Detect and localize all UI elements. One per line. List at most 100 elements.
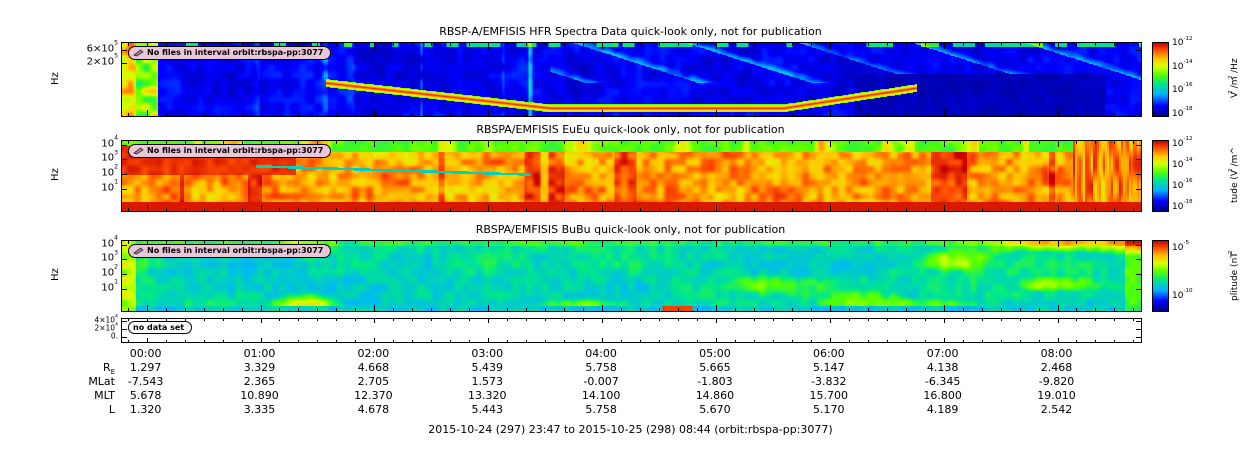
axis-tick xyxy=(469,308,471,311)
axis-tick xyxy=(905,241,907,244)
axis-tick xyxy=(943,110,945,116)
axis-tick xyxy=(924,141,926,144)
axis-tick xyxy=(450,113,452,116)
ephemeris-value: 3.329 xyxy=(243,361,276,374)
colorbar-bubu xyxy=(1152,240,1169,312)
axis-tick xyxy=(279,43,281,46)
spectrogram-bubu: No files in interval orbit:rbspa-pp:3077 xyxy=(121,240,1142,312)
axis-tick xyxy=(222,340,224,342)
axis-tick xyxy=(469,141,471,144)
ephemeris-value: 13.320 xyxy=(467,389,507,402)
axis-tick xyxy=(640,241,642,244)
axis-tick xyxy=(734,241,736,244)
axis-tick xyxy=(924,308,926,311)
axis-tick xyxy=(336,113,338,116)
axis-tick xyxy=(469,43,471,46)
axis-tick xyxy=(1095,241,1097,244)
axis-tick xyxy=(1076,319,1078,321)
axis-tick xyxy=(184,208,186,211)
colorbar-unit-label-hfr: V2/m2/Hz xyxy=(1228,58,1240,99)
axis-tick xyxy=(715,110,717,116)
axis-tick xyxy=(545,241,547,244)
axis-tick xyxy=(810,340,812,342)
axis-tick xyxy=(1019,113,1021,116)
axis-tick xyxy=(1133,319,1135,321)
axis-tick xyxy=(1000,319,1002,321)
axis-tick xyxy=(715,43,717,49)
axis-tick xyxy=(203,308,205,311)
axis-tick xyxy=(298,43,300,46)
axis-tick xyxy=(886,241,888,244)
axis-tick xyxy=(772,340,774,342)
axis-tick xyxy=(1095,141,1097,144)
ephemeris-value: 1.320 xyxy=(129,403,162,416)
axis-tick xyxy=(1133,208,1135,211)
axis-tick xyxy=(450,241,452,244)
axis-tick xyxy=(564,308,566,311)
axis-tick xyxy=(1133,308,1135,311)
axis-tick xyxy=(772,43,774,46)
axis-tick xyxy=(564,113,566,116)
ephemeris-value: 10.890 xyxy=(240,389,279,402)
axis-tick xyxy=(298,241,300,244)
axis-tick xyxy=(355,113,357,116)
colorbar-ticks-hfr: 10-12 10-14 10-16 10-18 xyxy=(1172,36,1222,119)
axis-tick xyxy=(203,113,205,116)
axis-tick xyxy=(715,205,717,211)
colorbar-tick-label: 10-5 xyxy=(1172,240,1190,254)
axis-tick xyxy=(677,141,679,144)
ephemeris-value: 5.443 xyxy=(471,403,503,416)
colorbar-hfr xyxy=(1152,42,1169,117)
axis-tick xyxy=(260,319,262,323)
axis-tick xyxy=(469,319,471,321)
axis-tick xyxy=(829,141,831,147)
axis-tick xyxy=(298,319,300,321)
axis-tick xyxy=(848,43,850,46)
axis-tick xyxy=(1076,208,1078,211)
axis-tick xyxy=(469,241,471,244)
axis-tick xyxy=(640,308,642,311)
axis-tick xyxy=(355,308,357,311)
axis-tick xyxy=(526,319,528,321)
axis-tick xyxy=(810,319,812,321)
frequency-tick xyxy=(1136,320,1141,322)
axis-tick xyxy=(772,113,774,116)
axis-tick xyxy=(659,308,660,311)
ephemeris-row-label: L xyxy=(108,403,115,416)
axis-tick xyxy=(924,319,926,321)
colorbar-tick-label: 10-18 xyxy=(1172,105,1193,119)
axis-tick xyxy=(621,319,623,321)
axis-tick xyxy=(602,319,604,323)
axis-tick xyxy=(867,113,869,116)
axis-tick xyxy=(621,43,623,46)
axis-tick xyxy=(943,141,945,147)
axis-tick xyxy=(1057,319,1059,323)
axis-tick xyxy=(564,208,566,211)
axis-tick xyxy=(241,308,243,311)
axis-tick xyxy=(260,338,262,342)
panel-title-eueu: RBSPA/EMFISIS EuEu quick-look only, not … xyxy=(476,123,785,136)
axis-tick xyxy=(355,141,357,144)
ephemeris-value: 1.297 xyxy=(129,361,162,374)
axis-tick xyxy=(241,43,243,46)
time-tick-label: 07:00 xyxy=(926,347,959,360)
axis-tick xyxy=(696,43,698,46)
frequency-tick xyxy=(122,273,127,275)
axis-tick xyxy=(905,319,907,321)
axis-tick xyxy=(317,113,319,116)
axis-tick xyxy=(621,141,623,144)
axis-tick xyxy=(1133,340,1135,342)
axis-tick xyxy=(734,340,736,342)
axis-tick xyxy=(450,319,452,321)
axis-tick xyxy=(829,305,831,311)
no-files-badge-text: No files in interval orbit:rbspa-pp:3077 xyxy=(147,246,324,255)
axis-tick xyxy=(412,319,414,321)
axis-tick xyxy=(412,43,414,46)
pen-icon xyxy=(133,49,144,57)
axis-tick xyxy=(1000,340,1002,342)
axis-tick xyxy=(412,113,414,116)
axis-tick xyxy=(336,319,338,321)
axis-tick xyxy=(981,113,983,116)
axis-tick xyxy=(146,338,148,342)
axis-tick xyxy=(1038,208,1040,211)
